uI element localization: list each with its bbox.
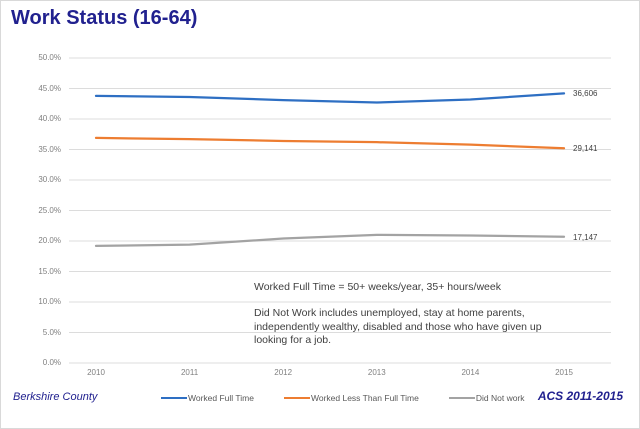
y-axis-tick-label: 20.0%: [38, 236, 61, 245]
y-axis-tick-label: 25.0%: [38, 205, 61, 215]
chart-legend: Worked Full Time Worked Less Than Full T…: [161, 393, 525, 403]
legend-item-worked-full-time: Worked Full Time: [161, 393, 254, 403]
series-end-data-label: 29,141: [573, 144, 598, 154]
legend-label: Worked Less Than Full Time: [310, 393, 419, 403]
x-axis-tick-label: 2011: [180, 368, 199, 377]
y-axis-tick-label: 5.0%: [42, 327, 61, 337]
did-not-work-definition-note: Did Not Work includes unemployed, stay a…: [254, 307, 542, 348]
y-axis-tick-label: 45.0%: [38, 83, 61, 93]
series-end-data-label: 36,606: [573, 89, 598, 99]
series-end-data-label: 17,147: [573, 232, 598, 242]
x-axis-tick-label: 2013: [367, 368, 386, 377]
legend-item-did-not-work: Did Not work: [448, 393, 525, 403]
y-axis-tick-label: 50.0%: [38, 53, 61, 62]
y-axis-tick-label: 35.0%: [38, 144, 61, 154]
x-axis-tick-label: 2010: [87, 368, 105, 377]
series-line-did-not-work: [94, 233, 566, 248]
y-axis-tick-label: 30.0%: [38, 175, 61, 184]
region-label: Berkshire County: [13, 391, 98, 403]
legend-item-worked-less-than-full-time: Worked Less Than Full Time: [283, 393, 419, 403]
note-line: looking for a job.: [254, 334, 332, 346]
x-axis-tick-label: 2014: [461, 368, 480, 377]
y-axis-tick-label: 0.0%: [42, 358, 61, 367]
note-line: independently wealthy, disabled and thos…: [254, 320, 542, 333]
legend-label: Did Not work: [475, 393, 525, 403]
x-axis-tick-label: 2015: [555, 368, 573, 377]
legend-line-swatch-blue: [161, 397, 187, 399]
series-line-worked-less-than-full-time: [94, 136, 566, 150]
legend-line-swatch-gray: [448, 397, 475, 399]
series-line-worked-full-time: [94, 92, 566, 104]
legend-line-swatch-orange: [283, 397, 310, 399]
page-title: Work Status (16-64): [11, 7, 198, 29]
y-axis-tick-label: 10.0%: [38, 297, 61, 306]
note-line: Did Not Work includes unemployed, stay a…: [254, 307, 525, 319]
y-axis-tick-label: 40.0%: [38, 114, 61, 123]
legend-label: Worked Full Time: [188, 393, 254, 403]
y-axis-tick-label: 15.0%: [38, 266, 61, 276]
full-time-definition-note: Worked Full Time = 50+ weeks/year, 35+ h…: [254, 281, 501, 293]
source-label: ACS 2011-2015: [537, 389, 623, 403]
x-axis-tick-label: 2012: [274, 368, 293, 377]
